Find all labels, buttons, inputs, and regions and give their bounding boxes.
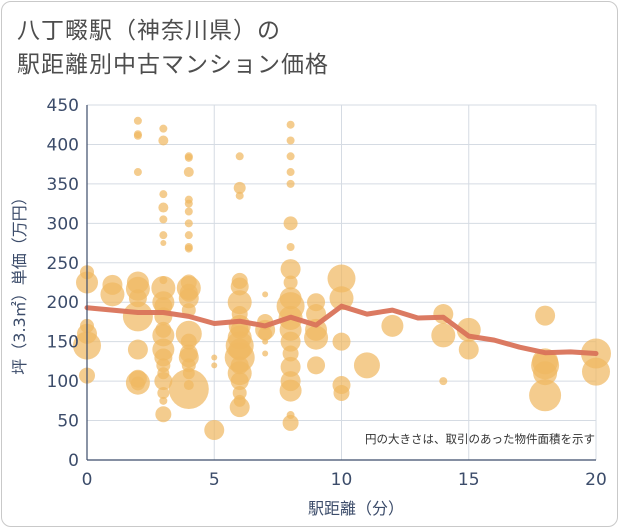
bubble-point [184,219,193,228]
bubble-point [184,207,193,216]
bubble-point [235,191,244,200]
bubble-point [184,231,193,240]
bubble-point [286,136,295,145]
bubble-point [283,216,298,231]
bubble-point [286,120,295,129]
bubble-point [183,167,194,178]
trend-line [84,303,599,356]
bubble-point [184,244,193,253]
bubble-point [233,181,246,194]
y-tick-label: 200 [47,293,79,313]
bubble-point [122,301,153,332]
y-tick-label: 150 [47,333,79,353]
bubble-point [133,116,142,125]
bubble-point [160,240,167,247]
y-tick-label: 100 [47,372,79,392]
bubble-point [157,386,170,399]
bubble-point [159,231,168,240]
bubble-point [154,372,173,391]
bubble-point [184,199,193,208]
bubble-point [133,168,142,177]
y-tick-label: 0 [68,451,79,471]
bubble-point [262,350,269,357]
x-tick-label: 10 [331,470,353,490]
bubble-point [439,377,448,386]
y-tick-label: 300 [47,214,79,234]
bubble-point [158,135,169,146]
y-tick-label: 450 [47,96,79,116]
chart-title-line1: 八丁畷駅（神奈川県）の [17,18,281,44]
bubble-point [184,153,193,162]
bubble-point [159,124,168,133]
bubble-point [280,331,301,352]
bubble-series [73,116,611,441]
bubble-point [211,362,218,369]
bubble-point [158,202,169,213]
bubble-point [159,190,168,199]
bubble-point [283,275,298,290]
y-axis-label: 坪（3.3㎡）単価（万円） [10,189,29,374]
chart-title: 八丁畷駅（神奈川県）の 駅距離別中古マンション価格 [17,14,329,82]
bubble-point [286,243,295,251]
bubble-point [327,264,356,293]
bubble-point [159,396,168,405]
y-tick-label: 50 [57,412,79,432]
bubble-point [280,356,301,377]
bubble-point [102,274,123,295]
bubble-point [235,152,244,161]
bubble-point [353,352,380,379]
bubble-point [229,397,250,418]
bubble-point [230,277,249,296]
y-tick-label: 400 [47,135,79,155]
y-tick-label: 250 [47,254,79,274]
x-tick-label: 20 [585,470,607,490]
bubble-point [329,286,354,311]
chart-title-line2: 駅距離別中古マンション価格 [17,52,329,78]
bubble-point [286,152,295,161]
bubble-point [535,305,556,326]
bubble-point [227,290,252,315]
bubble-point [168,369,209,409]
bubble-point [286,179,295,188]
bubble-point [282,414,299,431]
bubble-point [280,259,301,280]
bubble-point [178,288,199,309]
x-tick-label: 15 [458,470,480,490]
bubble-point [529,379,562,412]
bubble-point [133,131,142,140]
bubble-point [159,215,168,224]
bubble-point [130,376,145,391]
bubble-point [262,291,269,298]
bubble-point [533,361,558,386]
bubble-point [304,325,329,350]
bubble-point [582,357,610,386]
bubble-point [258,326,273,341]
bubble-point [333,384,350,401]
bubble-point [211,354,218,361]
bubble-point [279,379,302,402]
axes: 0 50 100 150 200 250 300 350 400 450 0 5 10 15 20 [47,96,607,490]
x-axis-label: 駅距離（分） [308,499,404,518]
bubble-size-note: 円の大きさは、取引のあった物件面積を示す [365,432,595,446]
bubble-point [458,339,479,360]
bubble-point [332,332,351,351]
bubble-point [431,323,456,348]
x-tick-label: 5 [209,470,220,490]
bubble-point [155,406,172,423]
bubble-point [286,168,295,177]
x-tick-label: 0 [82,470,93,490]
bubble-point [230,372,249,391]
bubble-point [282,345,299,362]
y-tick-label: 350 [47,175,79,195]
bubble-point [307,356,326,375]
bubble-point [381,314,404,337]
trend-line-series [84,303,599,356]
bubble-point [127,339,148,360]
bubble-point [262,338,269,345]
bubble-point [204,420,225,441]
